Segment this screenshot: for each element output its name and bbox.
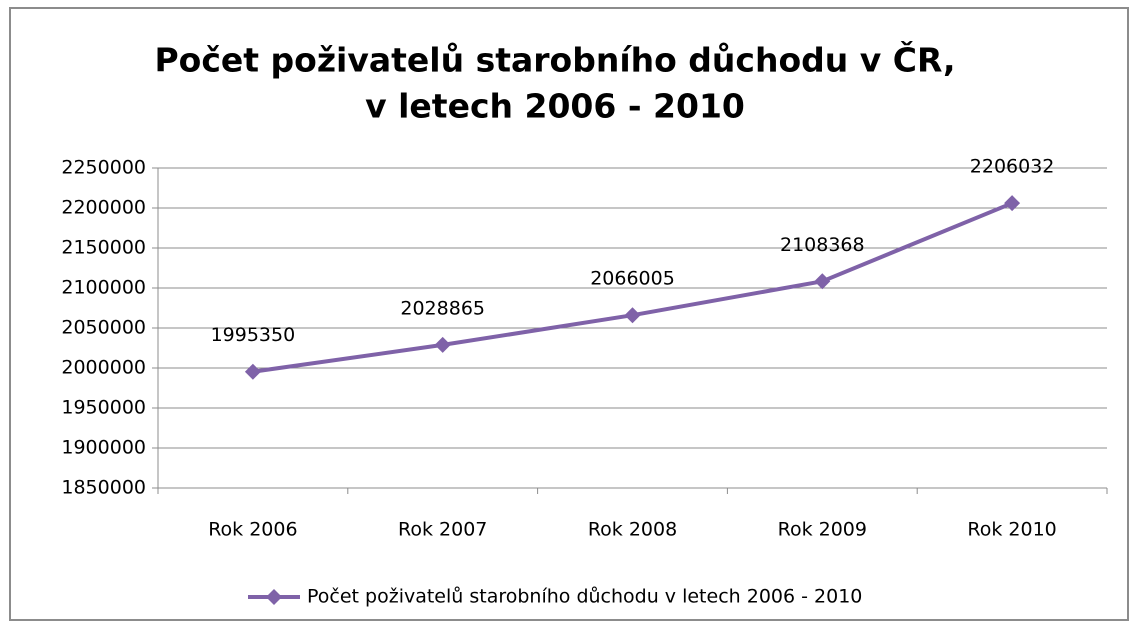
data-marker bbox=[244, 363, 261, 380]
data-label: 2066005 bbox=[590, 268, 675, 290]
data-label: 2206032 bbox=[970, 156, 1055, 178]
chart-frame bbox=[9, 7, 1129, 621]
x-tick-label: Rok 2008 bbox=[588, 519, 677, 541]
data-label: 2108368 bbox=[780, 234, 865, 256]
y-tick-label: 1950000 bbox=[61, 397, 146, 419]
data-marker bbox=[434, 336, 451, 353]
data-label: 1995350 bbox=[211, 324, 296, 346]
data-marker bbox=[1004, 195, 1021, 212]
y-tick-label: 2250000 bbox=[61, 157, 146, 179]
y-tick-label: 2000000 bbox=[61, 357, 146, 379]
y-tick-label: 2200000 bbox=[61, 197, 146, 219]
y-tick-label: 2050000 bbox=[61, 317, 146, 339]
data-label: 2028865 bbox=[400, 297, 485, 319]
y-tick-label: 1850000 bbox=[61, 477, 146, 499]
x-tick-label: Rok 2009 bbox=[778, 519, 867, 541]
y-tick-label: 2100000 bbox=[61, 277, 146, 299]
x-tick-label: Rok 2007 bbox=[398, 519, 487, 541]
chart-title: v letech 2006 - 2010 bbox=[365, 87, 745, 126]
y-tick-label: 1900000 bbox=[61, 437, 146, 459]
data-marker bbox=[814, 273, 831, 290]
legend-marker bbox=[266, 589, 282, 605]
legend-label: Počet poživatelů starobního důchodu v le… bbox=[307, 586, 862, 608]
x-tick-label: Rok 2010 bbox=[967, 519, 1056, 541]
data-marker bbox=[624, 307, 641, 324]
y-tick-label: 2150000 bbox=[61, 237, 146, 259]
x-tick-label: Rok 2006 bbox=[208, 519, 297, 541]
chart-title: Počet poživatelů starobního důchodu v ČR… bbox=[154, 40, 955, 80]
